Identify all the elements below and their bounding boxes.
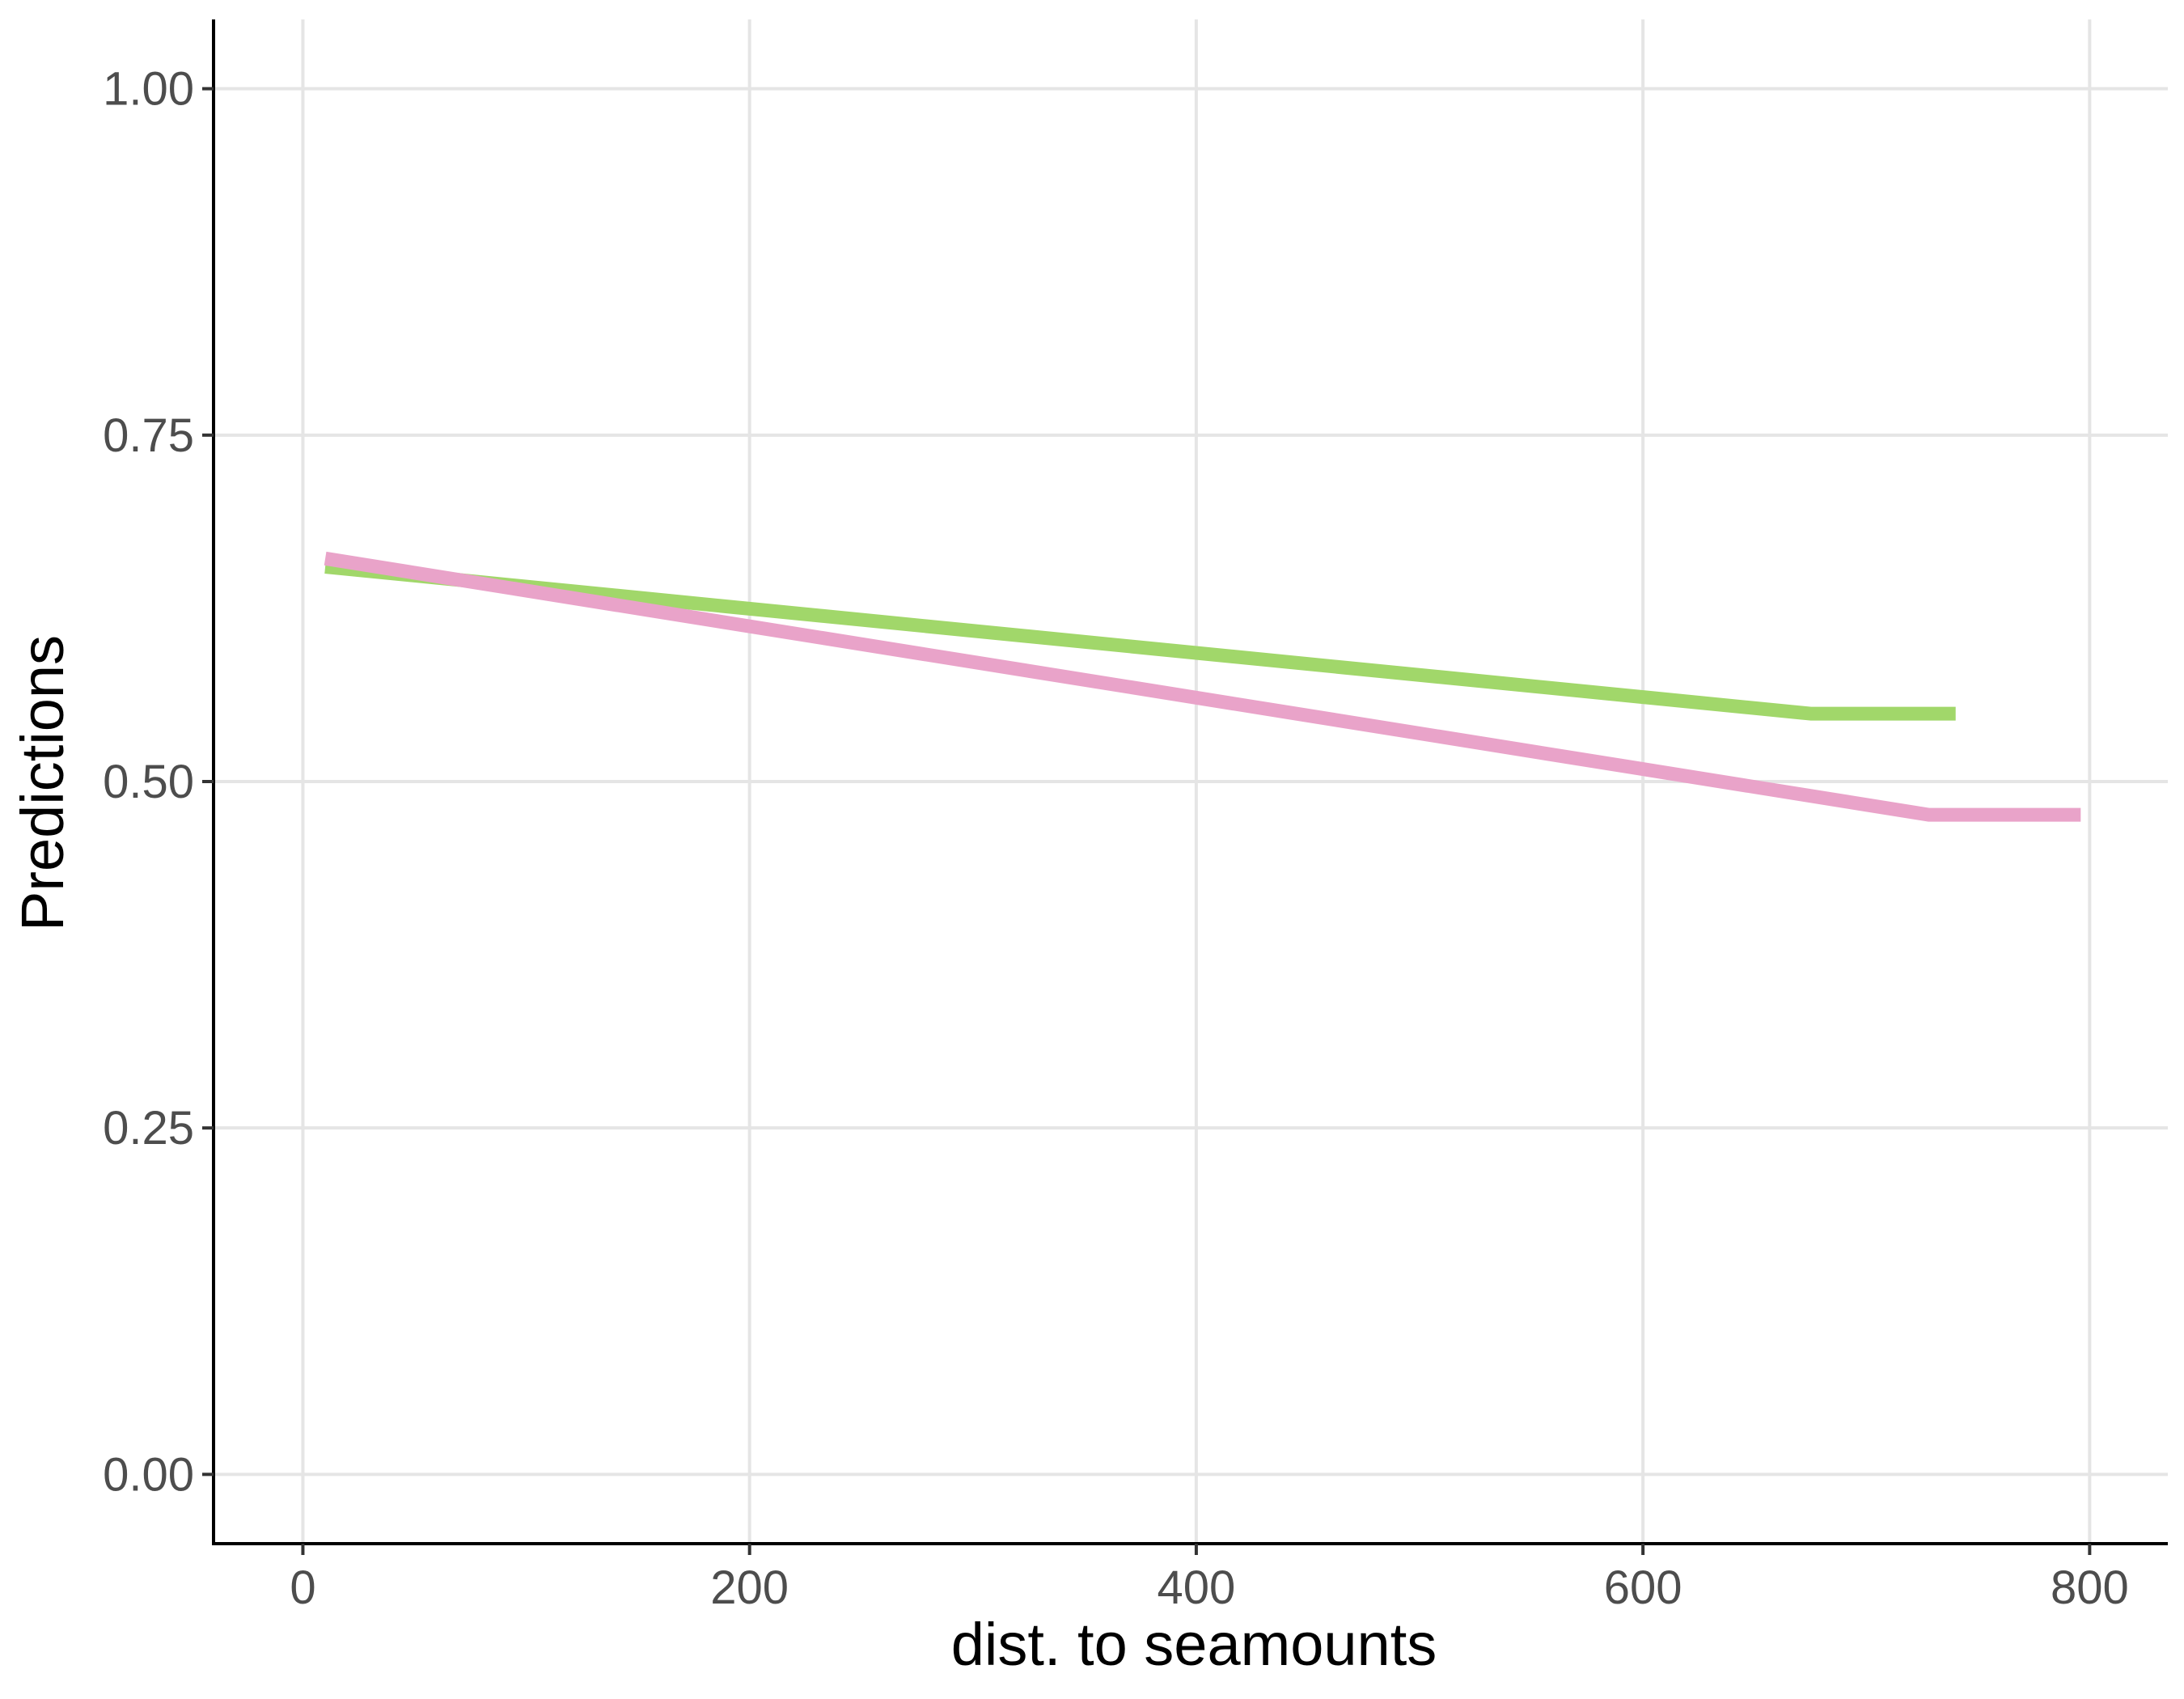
series-layer xyxy=(324,551,2081,822)
x-axis-title: dist. to seamounts xyxy=(951,1611,1437,1678)
x-tick-label: 200 xyxy=(710,1561,789,1614)
grid-layer xyxy=(214,19,2168,1544)
series-line-2 xyxy=(324,551,2081,822)
x-tick-label: 400 xyxy=(1158,1561,1236,1614)
x-tick-label: 0 xyxy=(290,1561,315,1614)
series-line-1 xyxy=(324,560,1956,721)
y-tick-label: 0.25 xyxy=(103,1102,194,1155)
axis-layer xyxy=(202,19,2168,1555)
y-tick-label: 1.00 xyxy=(103,63,194,116)
label-layer: 0 200 400 600 800 0.00 0.25 0.50 0.75 1.00 xyxy=(103,63,2129,1614)
y-tick-label: 0.50 xyxy=(103,756,194,808)
x-tick-label: 800 xyxy=(2051,1561,2129,1614)
y-axis-title: Predictions xyxy=(9,635,76,931)
y-tick-label: 0.00 xyxy=(103,1448,194,1501)
y-tick-label: 0.75 xyxy=(103,409,194,462)
x-tick-label: 600 xyxy=(1604,1561,1682,1614)
